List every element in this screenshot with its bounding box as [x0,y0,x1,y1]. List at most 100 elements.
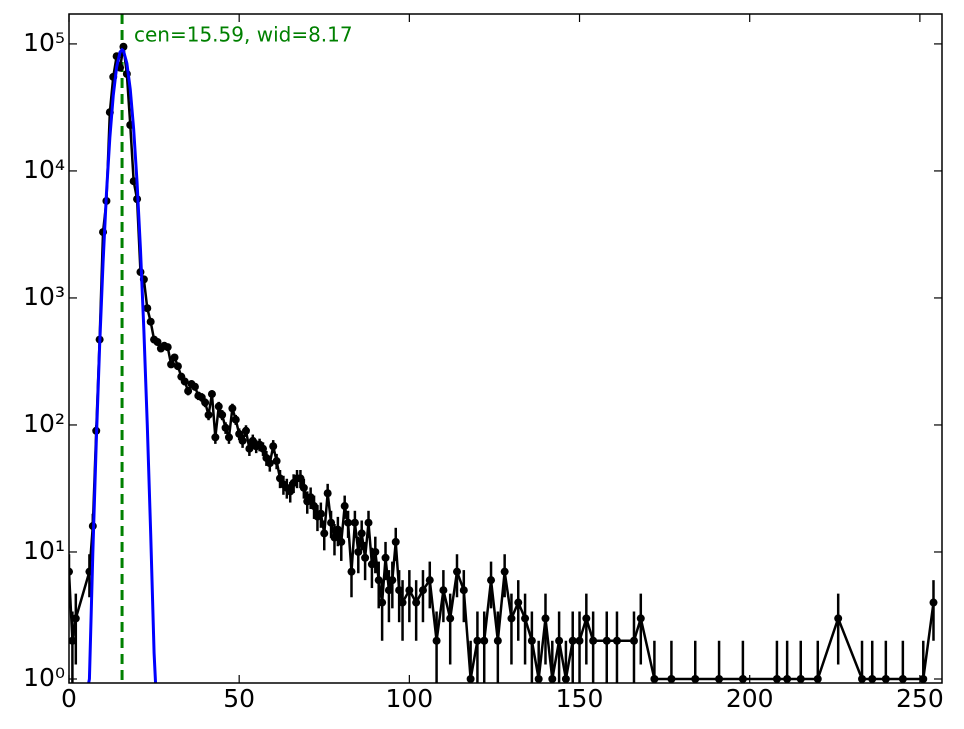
data-point [541,614,550,623]
data-point [241,426,250,435]
x-tick-label: 150 [556,684,604,713]
data-point [466,674,475,683]
data-point [330,533,339,542]
data-point [527,636,536,645]
data-point [636,614,645,623]
data-point [868,674,877,683]
data-point [715,674,724,683]
data-point [650,674,659,683]
data-point [425,576,434,585]
data-point [235,429,244,438]
y-tick-label: 10⁰ [23,663,65,692]
data-point [381,553,390,562]
y-tick-label: 10² [23,409,65,438]
data-point [276,474,285,483]
data-point [344,518,353,527]
data-point [919,674,928,683]
data-point [691,674,700,683]
data-point [446,614,455,623]
plot-area [69,14,938,683]
data-point [218,410,227,419]
data-point [582,614,591,623]
data-point [813,674,822,683]
y-tick-label: 10³ [23,282,65,311]
data-point [211,433,220,442]
data-point [286,487,295,496]
data-point [378,598,387,607]
data-point [320,529,329,538]
data-point [555,636,564,645]
data-point [432,636,441,645]
data-point [173,362,182,371]
y-tick-label: 10¹ [23,536,65,565]
data-point [337,537,346,546]
data-point [231,415,240,424]
data-point [418,586,427,595]
data-point [146,317,155,326]
data-point [245,444,254,453]
data-point [190,382,199,391]
x-tick-label: 0 [61,684,77,713]
data-point [412,598,421,607]
data-point [473,636,482,645]
data-point [514,598,523,607]
data-point [493,636,502,645]
data-point [374,576,383,585]
data-point [143,304,152,313]
data-point [796,674,805,683]
data-point [521,614,530,623]
data-point [589,636,598,645]
data-point [224,433,233,442]
x-tick-label: 100 [385,684,433,713]
data-point [153,337,162,346]
data-point [214,402,223,411]
data-point [333,525,342,534]
data-point [367,560,376,569]
data-point [568,636,577,645]
data-point [306,493,315,502]
data-point [929,598,938,607]
data-point [201,398,210,407]
data-point [180,377,189,386]
data-point [561,674,570,683]
data-point [327,518,336,527]
data-point [453,567,461,576]
data-point [71,614,80,623]
data-point [204,410,213,419]
data-point [184,387,193,396]
data-point [881,674,890,683]
data-point [163,343,172,352]
plot-frame [68,13,943,684]
data-point [361,553,370,562]
data-line [69,46,935,681]
data-point [350,518,359,527]
data-point [170,353,179,362]
data-point [667,674,676,683]
x-tick-label: 50 [223,684,255,713]
data-point [299,483,308,492]
data-point [221,423,230,432]
data-point [323,489,332,498]
data-point [238,436,247,445]
data-point [834,614,843,623]
data-point [364,518,373,527]
annotation: cen=15.59, wid=8.17 [134,23,353,47]
data-point [354,547,363,556]
data-point [480,636,489,645]
data-point [69,567,73,576]
data-point [898,674,907,683]
data-point [398,598,407,607]
y-tick-label: 10⁴ [23,155,65,184]
data-point [629,636,638,645]
data-point [548,674,557,683]
data-point [384,586,393,595]
fit-line [87,47,158,683]
data-point [500,567,509,576]
data-point [439,586,448,595]
data-point [575,636,584,645]
data-point [340,502,349,511]
data-point [259,444,267,453]
data-point [310,502,319,511]
data-point [459,586,468,595]
